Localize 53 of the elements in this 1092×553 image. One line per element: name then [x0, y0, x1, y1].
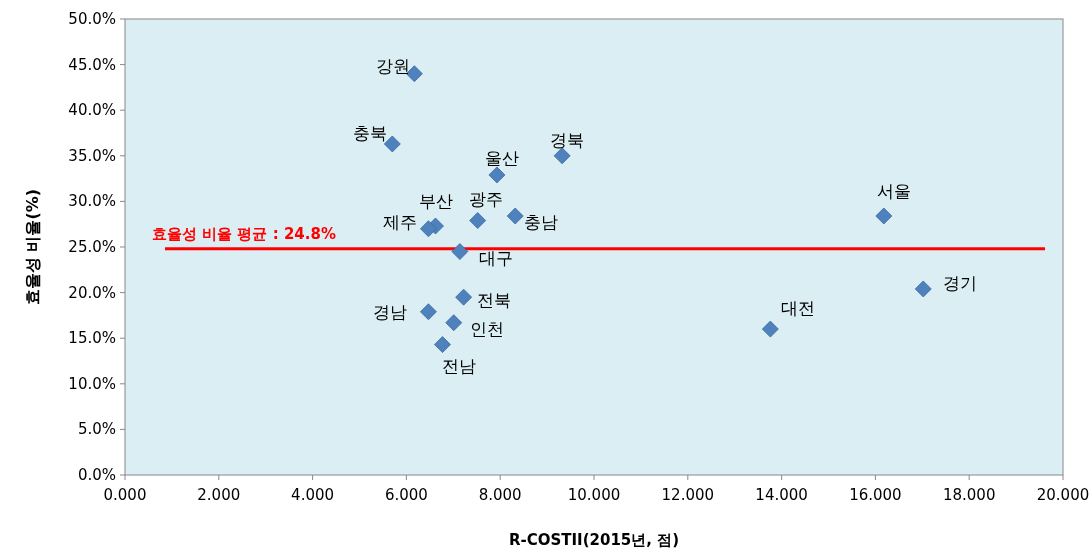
annotation: 충남 [524, 211, 559, 232]
annotation: 강원 [376, 55, 411, 76]
y-tick-label: 25.0% [68, 238, 116, 256]
y-tick-label: 10.0% [68, 374, 116, 393]
y-tick-label: 15.0% [68, 329, 116, 348]
x-tick-label: 14.000 [755, 486, 808, 504]
y-tick-label: 50.0% [68, 10, 116, 28]
point [445, 314, 463, 332]
x-tick-label: 2.000 [197, 486, 241, 504]
x-tick-label: 10.000 [567, 486, 621, 504]
point [875, 207, 893, 225]
y-tick-label: 30.0% [68, 192, 116, 211]
x-tick-label: 20.000 [1036, 486, 1090, 504]
x-axis-title: R-COSTII(2015년, 점) [508, 531, 680, 549]
x-tick-label: 18.000 [942, 486, 996, 504]
y-axis-title: 효율성 비율(%) [23, 188, 42, 306]
annotation: 대전 [781, 298, 816, 319]
x-tick-label: 8.000 [478, 486, 522, 504]
annotation: 광주 [468, 188, 503, 209]
annotation: 부산 [419, 191, 454, 212]
y-tick-label: 5.0% [77, 420, 116, 439]
point [434, 336, 451, 353]
y-tick-label: 40.0% [68, 101, 116, 120]
x-tick-label: 4.000 [291, 486, 335, 504]
x-tick-label: 16.000 [849, 486, 902, 504]
annotation: 인천 [469, 318, 504, 339]
annotation: 충북 [353, 122, 388, 143]
annotation: 대구 [478, 247, 513, 268]
x-tick-label: 0.000 [103, 486, 147, 504]
point [488, 166, 506, 184]
annotation: 경북 [550, 129, 585, 150]
point [469, 212, 487, 229]
annotation: 경남 [373, 301, 408, 322]
x-tick-label: 12.000 [661, 486, 715, 504]
point [761, 320, 779, 338]
point [451, 243, 469, 260]
y-tick-label: 20.0% [68, 283, 116, 302]
y-tick-label: 0.0% [77, 466, 116, 484]
point [420, 220, 437, 238]
annotation: 전남 [441, 355, 476, 376]
annotation: 제주 [383, 211, 418, 232]
point [420, 303, 437, 321]
x-tick-label: 6.000 [384, 486, 428, 504]
y-tick-label: 45.0% [68, 55, 116, 74]
point [506, 207, 524, 225]
ref-line-label: 효율성 비율 평균 : 24.8% [152, 224, 336, 243]
annotation: 경기 [943, 272, 978, 293]
annotation: 울산 [484, 147, 519, 168]
annotation: 전북 [476, 290, 511, 311]
point [914, 280, 932, 298]
annotation: 서울 [876, 180, 911, 201]
point [455, 288, 473, 306]
y-tick-label: 35.0% [68, 146, 116, 165]
